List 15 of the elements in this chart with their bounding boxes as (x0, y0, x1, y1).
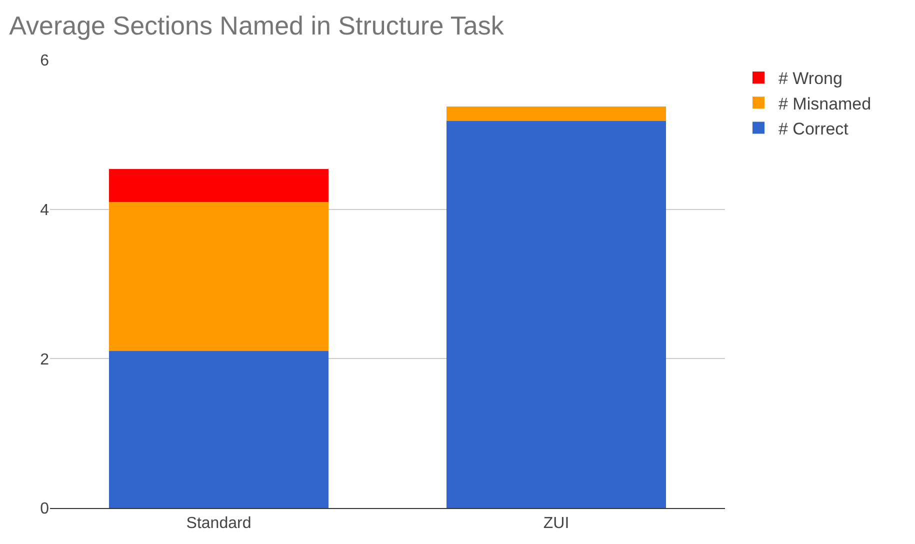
y-tick-label: 4 (40, 202, 50, 219)
x-tick-label: Standard (186, 515, 252, 532)
y-tick-label: 2 (40, 351, 50, 368)
bar (109, 202, 328, 352)
y-tick-label: 6 (40, 52, 50, 70)
x-tick-label: ZUI (543, 515, 570, 532)
legend-label: # Wrong (778, 69, 842, 88)
bar (109, 351, 328, 508)
legend-label: # Correct (778, 119, 849, 138)
chart-title: Average Sections Named in Structure Task (9, 10, 505, 41)
y-tick-label: 0 (40, 500, 50, 518)
bar (109, 169, 328, 202)
legend-label: # Misnamed (778, 94, 872, 114)
bar (446, 106, 666, 122)
bar (446, 121, 666, 508)
